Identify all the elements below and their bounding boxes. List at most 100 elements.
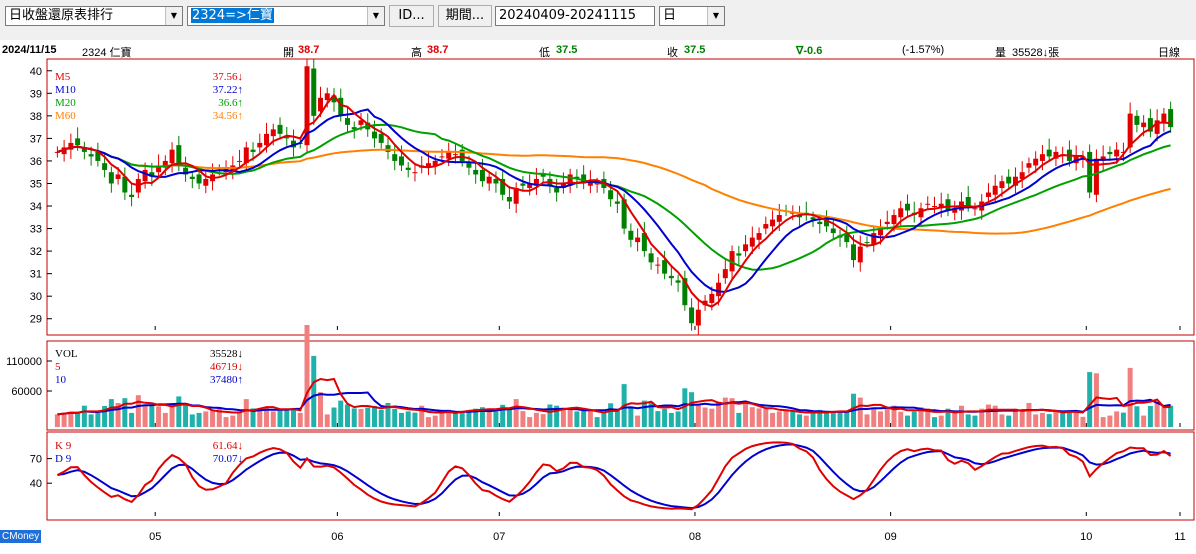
- volume-bar: [783, 409, 789, 427]
- volume-bar: [385, 403, 391, 427]
- candle-body: [277, 124, 283, 134]
- k-line: [56, 441, 1172, 511]
- volume-bar: [412, 412, 418, 427]
- volume-bar: [992, 405, 998, 427]
- month-label: 09: [885, 531, 897, 543]
- volume-bar: [817, 409, 823, 427]
- candle-body: [95, 151, 101, 161]
- volume-bar: [1080, 416, 1086, 427]
- volume-bar: [371, 406, 377, 427]
- quote-date: 2024/11/15: [2, 44, 57, 56]
- candle-body: [486, 176, 492, 184]
- candle-body: [824, 219, 830, 227]
- volume-legend-name: 10: [55, 374, 67, 386]
- candle-body: [405, 167, 411, 170]
- candle-body: [1161, 113, 1167, 123]
- candle-body: [716, 282, 722, 297]
- candle-body: [770, 219, 776, 227]
- report-select[interactable]: 日收盤還原表排行 ▼: [5, 6, 183, 26]
- volume-bar: [398, 412, 404, 427]
- candle-body: [250, 149, 256, 152]
- date-range-field[interactable]: 20240409-20241115: [495, 6, 655, 26]
- candle-body: [183, 167, 189, 175]
- candle-body: [446, 151, 452, 159]
- id-button[interactable]: ID...: [389, 5, 434, 27]
- candle-body: [972, 208, 978, 210]
- volume-bar: [68, 411, 74, 427]
- volume-bar: [230, 415, 236, 427]
- volume-bar: [318, 392, 324, 427]
- symbol-select[interactable]: 2324=>仁寶 ▼: [187, 6, 385, 26]
- candle-body: [520, 183, 526, 186]
- candle-body: [324, 93, 330, 101]
- candle-body: [985, 192, 991, 197]
- volume-bar: [668, 412, 674, 427]
- kd-legend-name: K 9: [55, 440, 72, 452]
- candle-body: [88, 154, 94, 157]
- volume-bar: [810, 411, 816, 427]
- volume-bar: [210, 409, 216, 427]
- volume-bar: [1053, 409, 1059, 427]
- volume-bar: [790, 411, 796, 427]
- candle-body: [1087, 151, 1093, 193]
- quote-info-bar: 2024/11/15 2324 仁寶 開 38.7 高 38.7 低 37.5 …: [0, 40, 1196, 60]
- volume-bar: [898, 411, 904, 427]
- candle-body: [189, 176, 195, 179]
- open-label: 開: [283, 47, 294, 59]
- candle-body: [608, 190, 614, 200]
- candle-body: [965, 197, 971, 207]
- candle-body: [554, 187, 560, 193]
- candle-body: [864, 242, 870, 244]
- candle-body: [122, 176, 128, 193]
- price-tick-label: 37: [30, 133, 42, 145]
- volume-bar: [891, 405, 897, 427]
- candle-body: [797, 215, 803, 218]
- candle-body: [736, 253, 742, 256]
- candle-body: [270, 129, 276, 137]
- candle-body: [385, 145, 391, 152]
- month-label: 11: [1174, 531, 1185, 543]
- volume-bar: [567, 407, 573, 427]
- volume-bar: [331, 407, 337, 427]
- chevron-down-icon[interactable]: ▼: [165, 7, 182, 25]
- candle-body: [473, 169, 479, 175]
- volume-bar: [1100, 417, 1106, 427]
- candle-body: [884, 221, 890, 225]
- frequency-select[interactable]: 日 ▼: [659, 6, 725, 26]
- period-button[interactable]: 期間...: [438, 5, 492, 27]
- price-tick-label: 33: [30, 224, 42, 236]
- candle-body: [581, 174, 587, 184]
- candle-body: [358, 120, 364, 125]
- volume-bar: [857, 397, 863, 427]
- ma10-line: [57, 108, 1171, 293]
- candle-body: [1120, 151, 1126, 153]
- candle-body: [61, 147, 67, 155]
- volume-bar: [1019, 409, 1025, 427]
- candle-body: [1012, 176, 1018, 186]
- volume-bar: [709, 408, 715, 427]
- candle-body: [871, 233, 877, 245]
- candle-body: [668, 275, 674, 279]
- volume-bar: [149, 405, 155, 427]
- candle-body: [695, 309, 701, 326]
- candle-body: [844, 233, 850, 243]
- price-tick-label: 32: [30, 246, 42, 258]
- candle-body: [709, 293, 715, 303]
- chevron-down-icon[interactable]: ▼: [707, 7, 724, 25]
- candle-body: [743, 244, 749, 252]
- volume-bar: [169, 403, 175, 427]
- volume-bar: [176, 396, 182, 427]
- candle-body: [945, 199, 951, 211]
- date-range-value: 20240409-20241115: [499, 8, 637, 23]
- volume-bar: [196, 412, 202, 427]
- candle-body: [243, 147, 249, 164]
- volume-bar: [574, 411, 580, 427]
- volume-bar: [904, 415, 910, 427]
- candle-body: [689, 307, 695, 324]
- chevron-down-icon[interactable]: ▼: [367, 7, 384, 25]
- volume-bar: [405, 411, 411, 427]
- volume-bar: [1161, 405, 1167, 427]
- candle-body: [291, 140, 297, 148]
- open-value: 38.7: [298, 44, 320, 56]
- candle-body: [587, 181, 593, 186]
